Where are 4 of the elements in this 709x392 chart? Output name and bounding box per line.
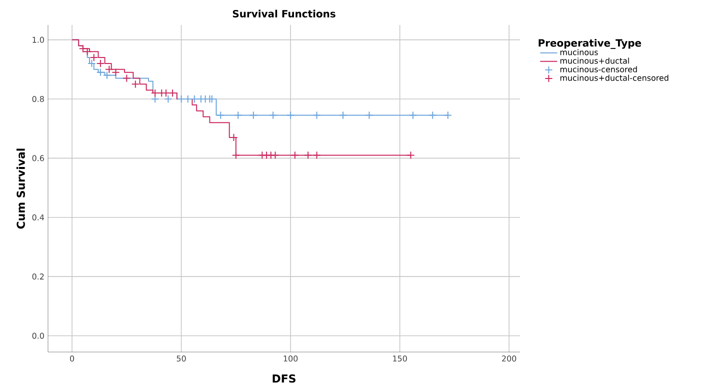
- x-axis-title: DFS: [272, 374, 296, 383]
- y-axis-title: Cum Survival: [16, 148, 25, 229]
- chart-title: Survival Functions: [232, 10, 336, 18]
- legend-title: Preoperative_Type: [538, 38, 642, 49]
